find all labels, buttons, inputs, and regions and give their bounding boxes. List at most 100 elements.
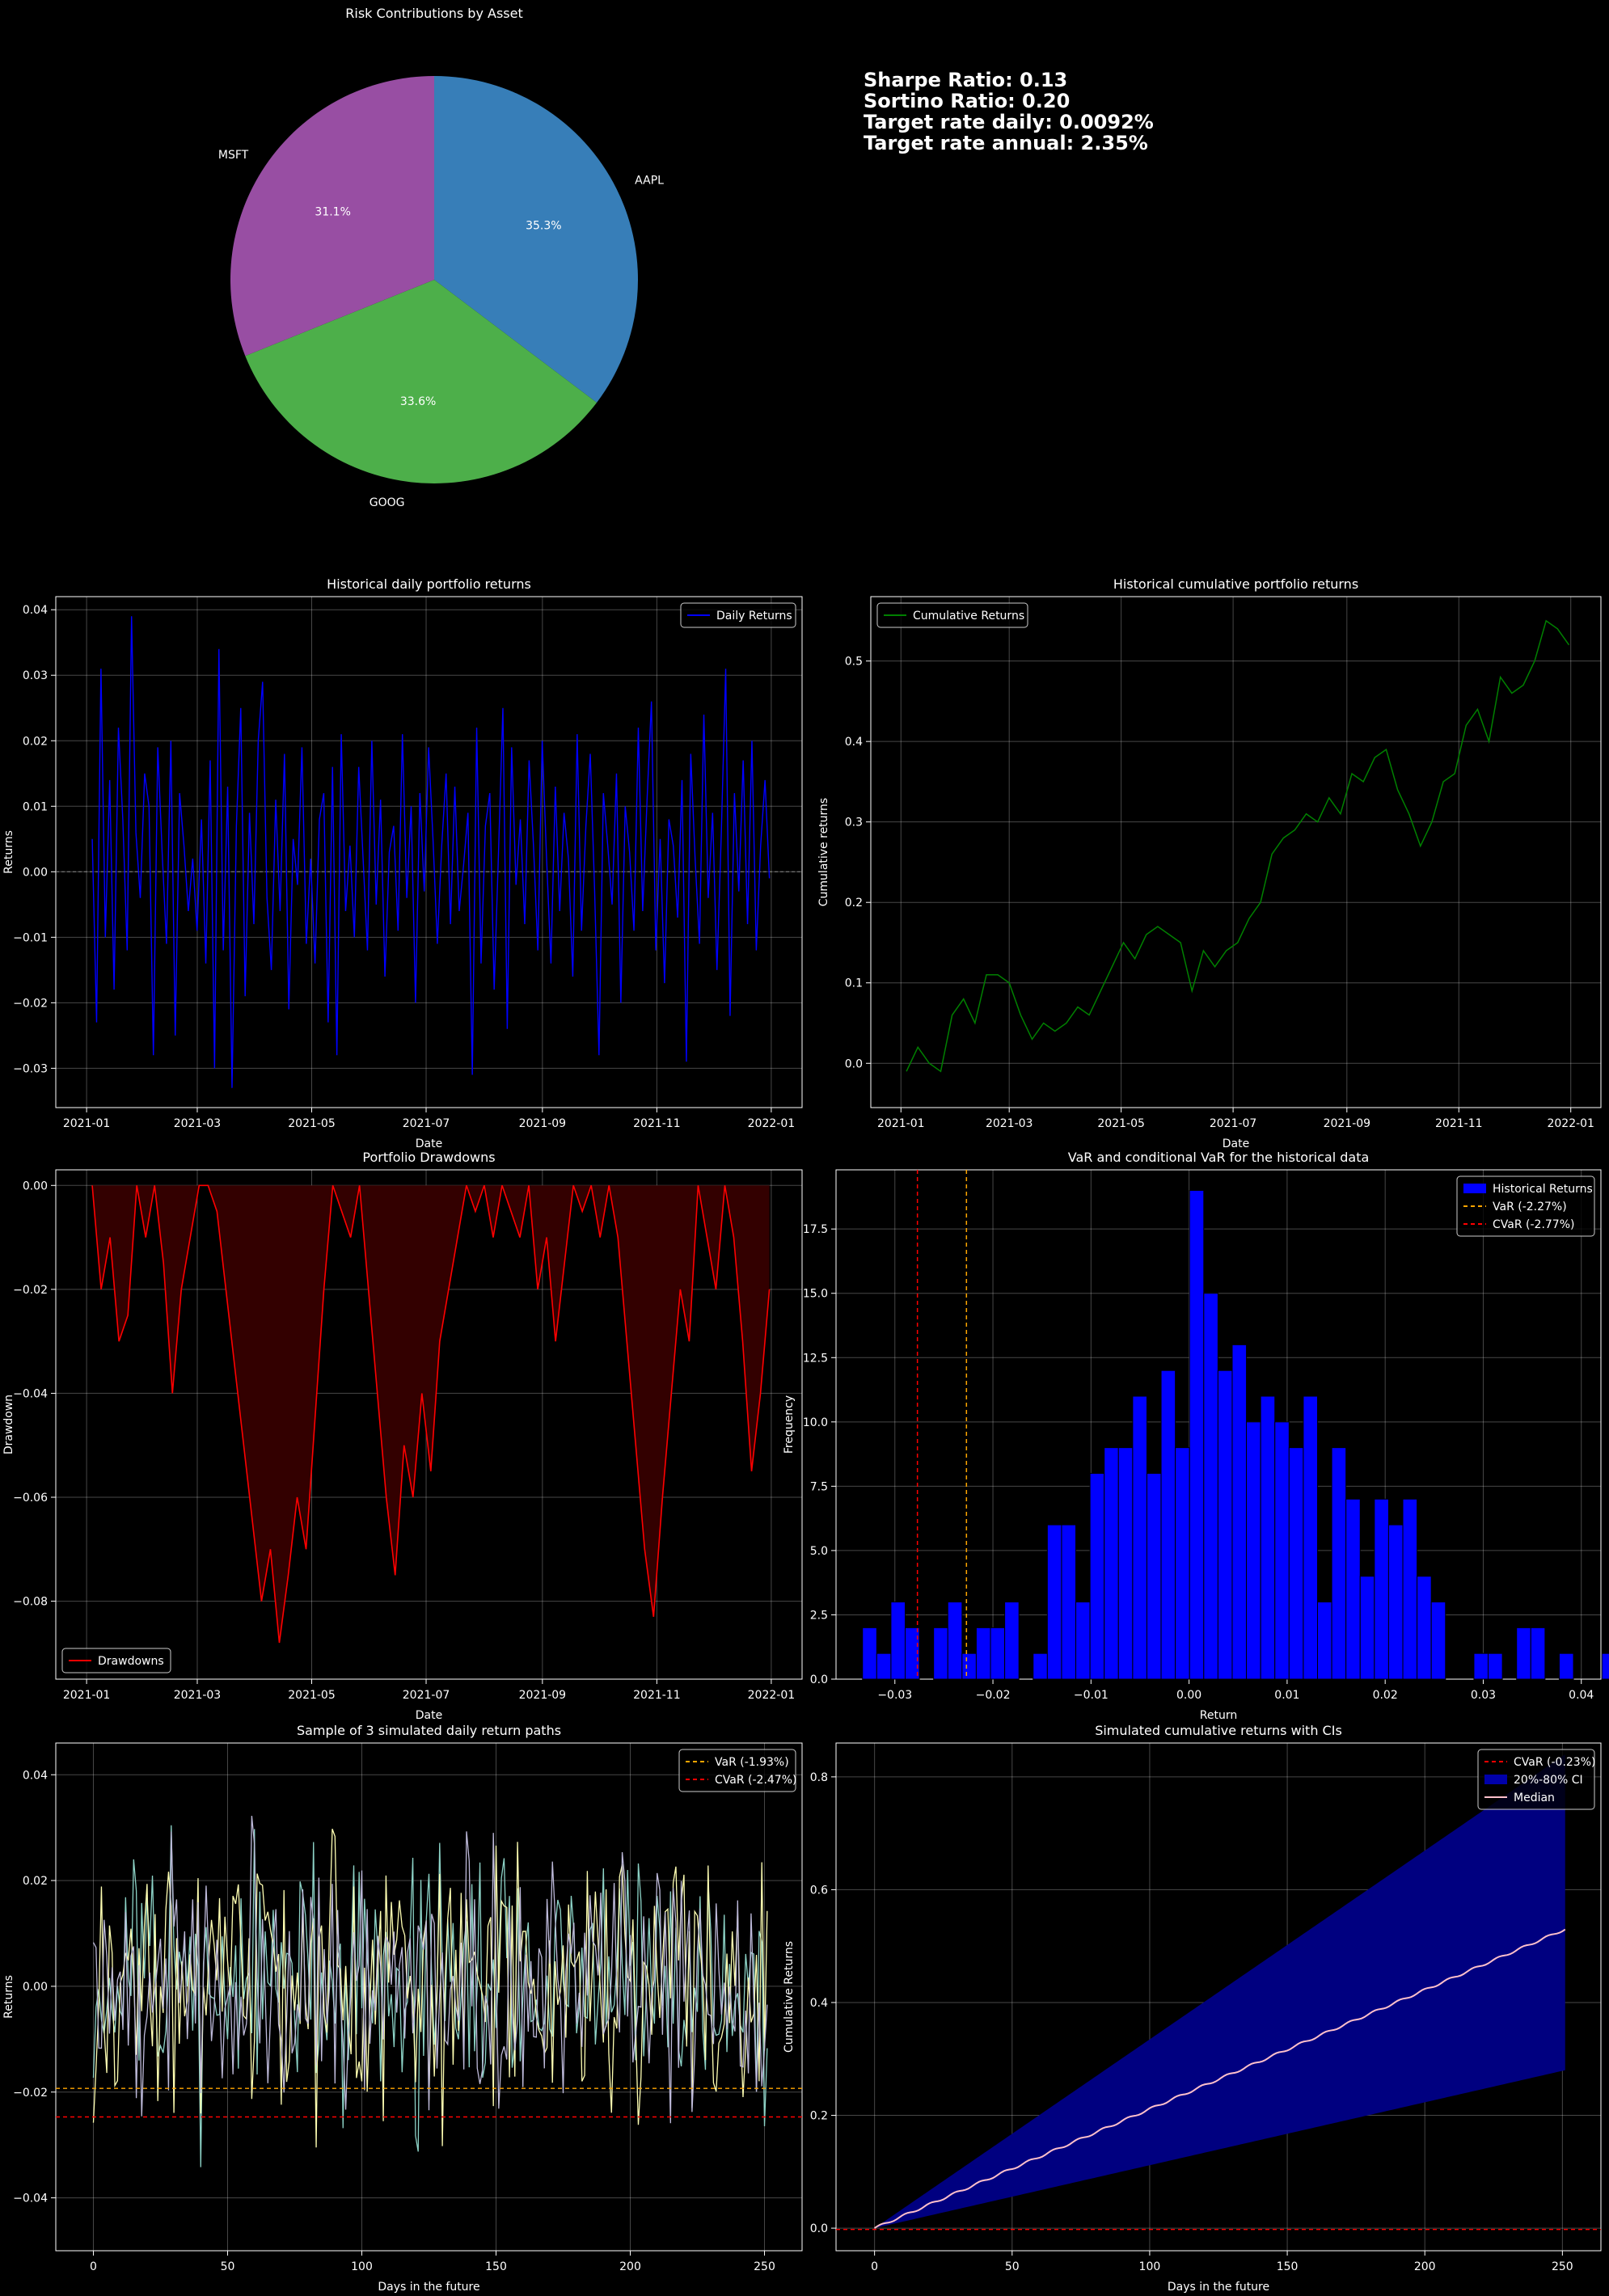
- pie-pct-label: 33.6%: [400, 395, 436, 408]
- x-tick-label: 2021-07: [403, 1689, 450, 1702]
- x-tick-label: 2021-01: [63, 1117, 111, 1130]
- axes-frame: [55, 596, 803, 1108]
- x-tick-label: 150: [485, 2260, 507, 2273]
- histogram-bar: [1117, 1447, 1134, 1680]
- cumulative-chart: Historical cumulative portfolio returns D…: [817, 576, 1602, 1150]
- x-tick-label: 50: [1005, 2260, 1020, 2273]
- y-tick-label: −0.03: [13, 1062, 48, 1075]
- histogram-bar: [1189, 1189, 1205, 1680]
- histogram-bar: [890, 1602, 906, 1680]
- y-axis-label: Drawdown: [2, 1395, 15, 1454]
- chart-title: VaR and conditional VaR for the historic…: [1068, 1150, 1370, 1165]
- drawdown-area: [92, 1185, 770, 1643]
- x-tick-label: 2021-09: [519, 1689, 567, 1702]
- x-tick-label: 250: [1552, 2260, 1573, 2273]
- histogram-bar: [947, 1602, 963, 1680]
- x-axis-label: Date: [1223, 1137, 1249, 1150]
- y-tick-label: 5.0: [810, 1545, 828, 1558]
- x-tick-label: 0.03: [1471, 1689, 1496, 1702]
- x-tick-label: 2021-11: [633, 1689, 681, 1702]
- histogram-bar: [1601, 1652, 1609, 1680]
- y-tick-label: 0.0: [810, 1673, 828, 1686]
- legend: Drawdowns: [61, 1648, 171, 1673]
- x-tick-label: 2022-01: [748, 1117, 796, 1130]
- legend: Historical Returns VaR (-2.27%) CVaR (-2.7…: [1456, 1175, 1595, 1237]
- target-rate-annual: Target rate annual: 2.35%: [864, 132, 1148, 154]
- x-tick-label: −0.01: [1074, 1689, 1109, 1702]
- histogram-bar: [1061, 1524, 1077, 1680]
- cumulative-returns-line: [906, 619, 1570, 1073]
- x-tick-label: 2021-07: [1210, 1117, 1257, 1130]
- y-tick-label: 0.0: [845, 1057, 863, 1070]
- x-tick-label: 2021-03: [174, 1689, 222, 1702]
- histogram-bar: [1331, 1447, 1347, 1680]
- x-tick-label: 0.00: [1176, 1689, 1201, 1702]
- chart-title: Historical daily portfolio returns: [327, 576, 531, 592]
- y-tick-label: 0.04: [23, 1769, 48, 1782]
- histogram-bar: [1274, 1421, 1290, 1680]
- legend: VaR (-1.93%) CVaR (-2.47%): [678, 1749, 796, 1792]
- histogram-bar: [1033, 1652, 1048, 1680]
- legend-label: VaR (-2.27%): [1493, 1201, 1567, 1213]
- histogram-bar: [990, 1627, 1006, 1680]
- chart-title: Risk Contributions by Asset: [345, 6, 522, 21]
- x-tick-label: 2021-11: [633, 1117, 681, 1130]
- y-tick-label: 0.00: [23, 1180, 48, 1192]
- x-tick-label: 150: [1277, 2260, 1299, 2273]
- legend-label: CVaR (-2.47%): [715, 1774, 796, 1787]
- legend-box: [1456, 1175, 1595, 1237]
- chart-title: Historical cumulative portfolio returns: [1113, 576, 1358, 592]
- y-tick-label: −0.02: [13, 997, 48, 1010]
- legend-box: [678, 1749, 796, 1792]
- histogram-bar: [1175, 1447, 1190, 1680]
- x-tick-label: 2021-09: [1324, 1117, 1371, 1130]
- drawdown-line: [91, 1184, 771, 1644]
- histogram-bar: [933, 1627, 948, 1680]
- histogram-bar: [876, 1652, 892, 1680]
- y-tick-label: −0.02: [13, 1284, 48, 1297]
- histogram-bar: [1260, 1395, 1276, 1680]
- histogram-bar: [1104, 1447, 1119, 1680]
- x-axis-label: Date: [416, 1137, 442, 1150]
- pie-label: MSFT: [218, 149, 249, 162]
- sortino-ratio: Sortino Ratio: 0.20: [864, 90, 1071, 112]
- sim-chart: Sample of 3 simulated daily return paths…: [2, 1723, 803, 2294]
- pie-label: AAPL: [635, 174, 664, 187]
- chart-title: Simulated cumulative returns with CIs: [1095, 1723, 1342, 1738]
- y-tick-label: 0.00: [23, 866, 48, 879]
- pie-chart: Risk Contributions by Asset 35.3% AAPL 33.6…: [218, 6, 664, 509]
- histogram-bar: [1417, 1576, 1432, 1680]
- y-tick-label: 10.0: [803, 1416, 828, 1429]
- drawdown-chart: Portfolio Drawdowns Date Drawdown 2021-01 20…: [2, 1150, 803, 1722]
- x-tick-label: 0.02: [1373, 1689, 1398, 1702]
- x-axis-label: Days in the future: [378, 2281, 479, 2294]
- y-tick-label: 0.8: [810, 1771, 828, 1784]
- histogram-bar: [1246, 1421, 1261, 1680]
- legend-box: [1477, 1749, 1595, 1810]
- legend-box: [876, 602, 1028, 628]
- x-tick-label: 0.01: [1274, 1689, 1299, 1702]
- histogram-bar: [1387, 1524, 1404, 1680]
- x-tick-label: 100: [1139, 2260, 1161, 2273]
- simulated-path-line: [92, 1816, 768, 2124]
- pie-slice-msft: [230, 76, 434, 357]
- y-tick-label: 0.4: [845, 736, 863, 749]
- y-tick-label: 0.4: [810, 1997, 828, 2010]
- x-tick-label: 2021-01: [877, 1117, 925, 1130]
- legend-label: Historical Returns: [1493, 1183, 1593, 1196]
- pie-label: GOOG: [370, 496, 405, 509]
- hist-chart: VaR and conditional VaR for the historic…: [783, 1150, 1609, 1722]
- x-tick-label: 2021-05: [1097, 1117, 1145, 1130]
- y-axis-label: Frequency: [783, 1395, 796, 1454]
- x-tick-label: 2021-05: [288, 1117, 336, 1130]
- x-tick-label: 0: [90, 2260, 97, 2273]
- y-tick-label: −0.08: [13, 1596, 48, 1609]
- x-tick-label: 0: [871, 2260, 878, 2273]
- y-axis-label: Returns: [2, 830, 15, 874]
- histogram-bar: [1516, 1627, 1531, 1680]
- histogram-bar: [1146, 1472, 1162, 1680]
- histogram-bar: [1075, 1602, 1091, 1680]
- daily-returns-line: [91, 616, 771, 1088]
- pie-pct-label: 35.3%: [526, 220, 561, 233]
